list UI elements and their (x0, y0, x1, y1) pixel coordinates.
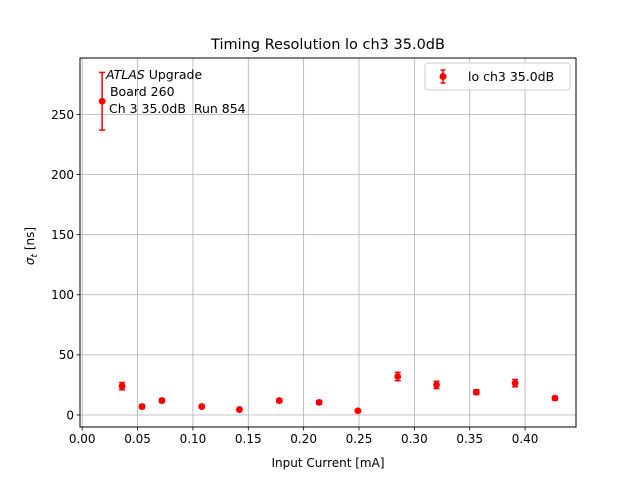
data-point (511, 378, 519, 388)
legend-box (424, 62, 571, 91)
annotation-line-1: ATLAS Upgrade (105, 67, 202, 82)
data-point (118, 381, 126, 391)
data-marker (98, 97, 106, 105)
data-point (158, 397, 166, 404)
x-tick-label: 0.20 (290, 432, 317, 446)
data-marker (158, 397, 166, 404)
annotation-upgrade: Upgrade (145, 67, 203, 82)
x-tick-label: 0.35 (456, 432, 483, 446)
data-point (551, 394, 559, 402)
data-marker (118, 382, 126, 390)
data-marker (433, 381, 440, 389)
legend-marker (439, 73, 447, 80)
data-point (394, 371, 402, 382)
plot-frame (79, 57, 577, 428)
data-point (433, 380, 440, 390)
y-axis-label-subscript: t (30, 253, 40, 257)
y-axis-label-unit: [ns] (23, 227, 37, 254)
data-marker (275, 397, 283, 404)
data-marker (472, 388, 480, 396)
data-point (315, 398, 323, 406)
data-point (198, 403, 206, 410)
data-marker (236, 406, 243, 413)
y-tick-label: 50 (59, 348, 74, 362)
y-tick-label: 200 (51, 168, 74, 182)
y-tick-label: 150 (51, 228, 74, 242)
x-tick-label: 0.05 (124, 432, 151, 446)
legend-label: lo ch3 35.0dB (468, 69, 554, 84)
data-point (236, 406, 243, 413)
x-tick-label: 0.00 (69, 432, 96, 446)
data-marker (198, 403, 206, 410)
annotation-line-2: Board 260 (106, 84, 175, 99)
data-marker (511, 379, 519, 387)
ticks: 0.00 0.05 0.10 0.15 0.20 0.25 0.30 0.35 0.40 0 50 1… (51, 108, 538, 446)
x-tick-label: 0.30 (401, 432, 428, 446)
annotation: ATLAS Upgrade Board 260 Ch 3 35.0dB Run … (105, 67, 246, 116)
chart-title: Timing Resolution lo ch3 35.0dB (210, 37, 445, 53)
y-tick-label: 0 (66, 408, 74, 422)
data-point (275, 397, 283, 404)
y-tick-label: 100 (51, 288, 74, 302)
data-point (138, 403, 146, 410)
x-axis-label: Input Current [mA] (271, 456, 384, 470)
data-marker (315, 398, 323, 406)
data-point (354, 407, 362, 415)
data-marker (551, 394, 559, 402)
x-tick-label: 0.10 (180, 432, 207, 446)
data-points (98, 71, 559, 415)
annotation-atlas: ATLAS (105, 67, 145, 82)
legend: lo ch3 35.0dB (424, 62, 571, 91)
y-axis-label: σt [ns] (23, 227, 40, 265)
data-point (472, 388, 480, 396)
data-marker (394, 373, 402, 380)
y-tick-label: 250 (51, 108, 74, 122)
x-tick-label: 0.25 (346, 432, 373, 446)
grid (80, 58, 576, 427)
annotation-line-3: Ch 3 35.0dB Run 854 (109, 101, 246, 116)
data-marker (138, 403, 146, 410)
x-tick-label: 0.15 (235, 432, 262, 446)
x-tick-label: 0.40 (512, 432, 539, 446)
data-point (98, 71, 106, 131)
y-axis-label-symbol: σ (23, 257, 37, 265)
data-marker (354, 407, 362, 415)
